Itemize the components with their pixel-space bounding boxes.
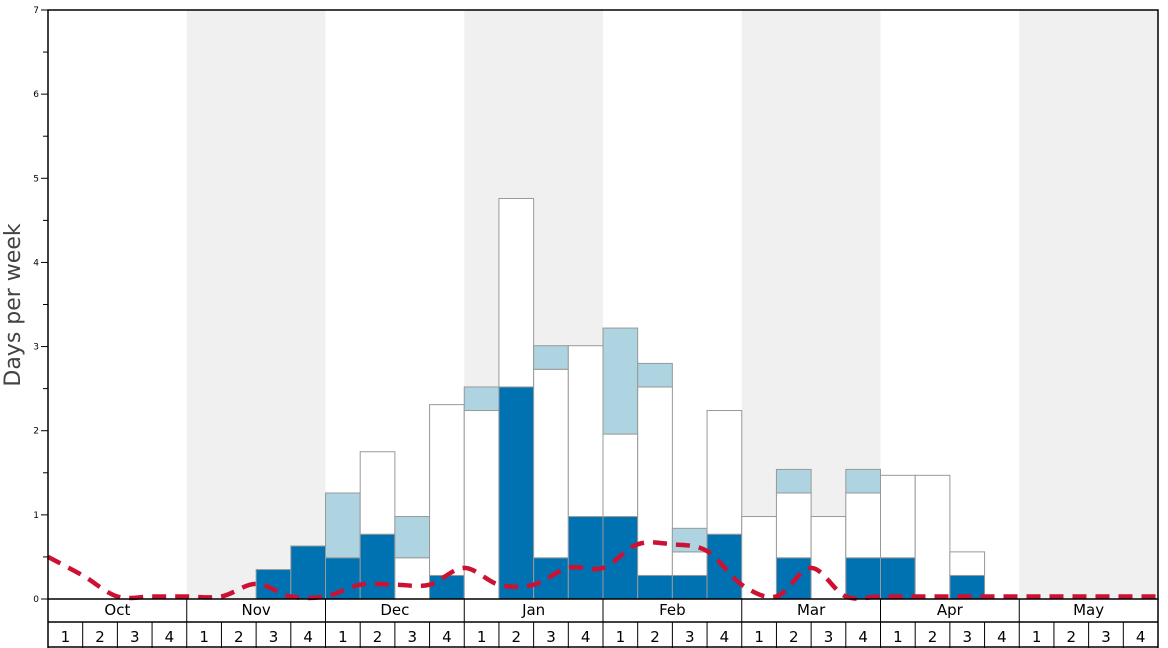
week-label: 1 [338,628,348,646]
bar-week-21-white [741,516,777,600]
week-label: 1 [61,628,71,646]
bar-week-14-white [498,197,535,388]
week-label: 2 [789,628,799,646]
month-label-jan: Jan [521,601,545,619]
week-label: 3 [824,628,834,646]
bar-week-20-white [706,410,743,535]
bar-week-8-dark [290,545,326,600]
bar-week-13-light [463,386,500,412]
bar-week-16-dark [567,516,604,600]
bar-week-19-dark [671,574,708,600]
bar-week-11-light [394,516,431,559]
week-label: 4 [581,628,591,646]
bar-week-10-white [359,451,396,535]
week-label: 4 [1136,628,1146,646]
week-label: 1 [199,628,209,646]
y-tick-label: 1 [33,511,39,521]
bars-layer [255,197,986,600]
week-label: 2 [95,628,105,646]
month-label-may: May [1073,601,1104,619]
bar-week-17-white [602,433,639,518]
bar-week-14-dark [498,386,535,600]
week-label: 3 [269,628,279,646]
y-axis-title: Days per week [1,223,26,386]
y-tick-label: 5 [33,174,39,184]
y-tick-label: 7 [33,6,39,16]
bar-week-9-light [325,492,361,559]
y-tick-label: 6 [33,90,39,100]
week-label: 1 [1032,628,1042,646]
y-tick-label: 4 [33,258,39,268]
bar-week-18-dark [637,574,673,600]
month-label-nov: Nov [241,601,270,619]
y-axis: 0 1 2 3 4 5 6 7 [33,6,48,605]
week-label: 4 [858,628,868,646]
month-label-feb: Feb [659,601,686,619]
bar-week-10-dark [359,533,396,600]
y-tick-label: 2 [33,427,39,437]
bar-week-15-white [533,368,569,559]
y-tick-label: 3 [33,343,39,353]
bar-week-22-light [775,468,812,494]
bar-week-12-white [429,404,465,576]
week-label: 2 [373,628,383,646]
week-label: 1 [754,628,764,646]
month-label-apr: Apr [937,601,964,619]
week-label: 4 [720,628,730,646]
bar-week-18-white [637,386,673,576]
month-label-dec: Dec [380,601,409,619]
week-label: 4 [303,628,313,646]
week-label: 1 [893,628,903,646]
bar-week-12-dark [429,574,465,600]
month-band-may [1019,10,1158,599]
week-label: 1 [477,628,487,646]
bar-week-22-white [775,492,812,559]
bar-week-17-light [602,327,639,435]
week-label: 2 [234,628,244,646]
week-label: 2 [512,628,522,646]
bar-week-18-light [637,362,673,388]
bar-week-7-dark [255,569,292,600]
bar-week-24-dark [845,557,881,600]
month-band-nov [186,10,326,599]
bar-week-26-white [914,474,951,600]
x-axis: Oct 1 2 3 4 Nov 1 2 3 4 Dec 1 2 3 4 Jan 1 2 3 4 Feb 1 2 3 4 Mar 1 2… [47,599,1159,648]
y-tick-label: 0 [33,595,39,605]
week-label: 3 [130,628,140,646]
bar-week-24-light [845,468,881,494]
bar-week-11-white [394,557,431,600]
bar-week-23-white [810,516,847,600]
trend-layer [46,540,1158,601]
week-label: 4 [997,628,1007,646]
bar-week-25-white [880,474,916,559]
week-label: 3 [546,628,556,646]
week-label: 3 [962,628,972,646]
week-label: 4 [165,628,175,646]
week-label: 1 [616,628,626,646]
month-label-mar: Mar [797,601,826,619]
week-label: 2 [928,628,938,646]
bar-week-27-white [949,551,986,576]
week-label: 3 [685,628,695,646]
bar-week-15-light [533,345,569,370]
bar-week-16-white [567,345,604,518]
bar-week-25-dark [880,557,916,600]
week-label: 2 [650,628,660,646]
month-label-oct: Oct [104,601,130,619]
week-label: 2 [1067,628,1077,646]
week-label: 3 [407,628,417,646]
trend-line [46,540,1158,601]
bar-week-19-white [671,551,708,576]
plot-frame [47,9,1159,600]
week-label: 3 [1101,628,1111,646]
bar-week-24-white [845,492,881,559]
week-label: 4 [442,628,452,646]
